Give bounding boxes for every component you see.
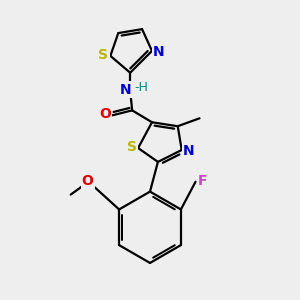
Text: O: O bbox=[100, 107, 111, 121]
Text: -H: -H bbox=[134, 81, 148, 94]
Text: N: N bbox=[183, 144, 194, 158]
Text: N: N bbox=[119, 82, 131, 97]
Text: O: O bbox=[82, 174, 94, 188]
Text: N: N bbox=[153, 45, 165, 59]
Text: S: S bbox=[127, 140, 137, 154]
Text: F: F bbox=[198, 174, 207, 188]
Text: S: S bbox=[98, 48, 108, 62]
